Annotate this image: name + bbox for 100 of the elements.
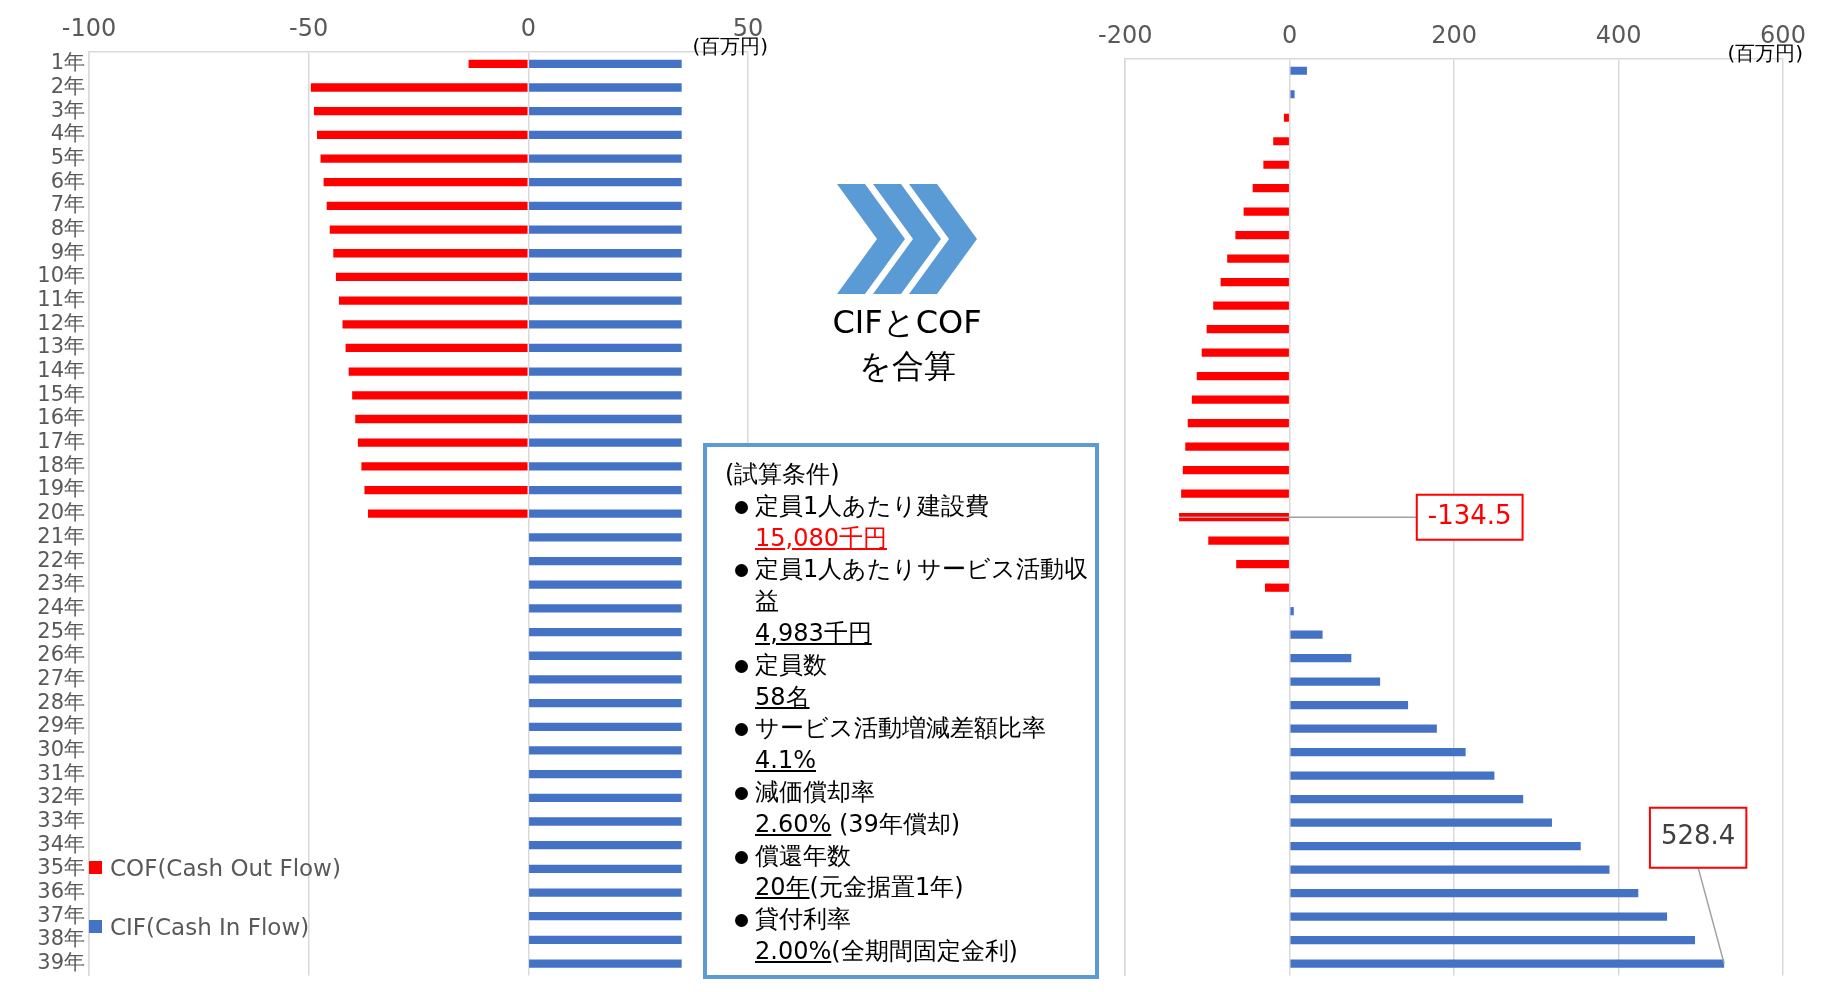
y-tick-label: 32年	[37, 784, 85, 809]
bar	[1227, 254, 1289, 263]
text: 償還年数	[755, 840, 852, 872]
y-tick-label: 22年	[37, 547, 85, 572]
x-tick-label: -50	[289, 13, 329, 42]
bar	[1290, 842, 1581, 851]
bar	[1181, 489, 1289, 498]
y-tick-label: 25年	[37, 618, 85, 643]
y-tick-label: 34年	[37, 831, 85, 856]
bar	[1273, 137, 1289, 146]
bar	[1263, 160, 1289, 169]
bar	[1290, 654, 1352, 663]
text: 定員1人あたりサービス活動収益	[755, 554, 1090, 618]
y-tick-label: 31年	[37, 760, 85, 785]
y-tick-label: 38年	[37, 926, 85, 951]
text: サービス活動増減差額比率	[755, 713, 1047, 745]
bar	[1182, 466, 1289, 475]
bar	[1201, 348, 1289, 357]
y-tick-label: 16年	[37, 405, 85, 430]
legend-label: COF(Cash Out Flow)	[110, 854, 341, 881]
bar	[1191, 395, 1289, 404]
y-tick-label: 3年	[50, 97, 85, 122]
bar	[1187, 419, 1289, 428]
bar	[1290, 630, 1323, 639]
y-tick-label: 11年	[37, 287, 85, 312]
text: 定員1人あたり建設費	[755, 490, 991, 522]
bar	[1236, 560, 1289, 569]
y-tick-label: 26年	[37, 642, 85, 667]
text: (試算条件)	[725, 459, 841, 490]
text: 58名	[755, 682, 810, 711]
bar	[1208, 536, 1289, 545]
bar	[1290, 912, 1668, 921]
y-tick-label: 1年	[50, 50, 85, 75]
bar	[1243, 207, 1289, 216]
bar	[1213, 301, 1289, 310]
bar	[1185, 442, 1289, 451]
y-tick-label: 6年	[50, 168, 85, 193]
text: 2.00%(全期間固定金利)	[755, 936, 1018, 965]
bar	[1220, 278, 1289, 287]
x-tick-label: 0	[1282, 20, 1298, 49]
y-tick-label: 23年	[37, 571, 85, 596]
legend-label: CIF(Cash In Flow)	[110, 913, 310, 940]
bar	[1265, 583, 1289, 592]
bar	[1283, 113, 1289, 122]
bar	[1235, 231, 1289, 240]
y-tick-label: 39年	[37, 950, 85, 975]
bar	[1196, 372, 1289, 381]
y-tick-label: 29年	[37, 713, 85, 738]
bar	[1290, 607, 1294, 616]
y-tick-label: 18年	[37, 452, 85, 477]
y-tick-label: 27年	[37, 665, 85, 690]
y-tick-label: 35年	[37, 855, 85, 880]
bar	[1290, 90, 1295, 99]
y-tick-label: 33年	[37, 807, 85, 832]
y-tick-label: 4年	[50, 121, 85, 146]
text: 4,983千円	[755, 618, 872, 647]
bar	[1290, 724, 1437, 733]
bar	[1290, 66, 1307, 75]
text: 減価償却率	[755, 776, 876, 808]
x-tick-label: 200	[1431, 20, 1478, 49]
y-tick-label: 5年	[50, 145, 85, 169]
y-tick-label: 15年	[37, 381, 85, 406]
bar	[1290, 701, 1409, 710]
y-tick-label: 9年	[50, 239, 85, 264]
y-tick-label: 19年	[37, 476, 85, 501]
bar	[1206, 325, 1289, 334]
text: 定員数	[755, 649, 828, 681]
bar	[1290, 936, 1696, 945]
y-tick-label: 17年	[37, 429, 85, 454]
data-label: 528.4	[1660, 820, 1736, 851]
x-tick-label: 400	[1595, 20, 1642, 49]
data-label: -134.5	[1427, 499, 1512, 530]
y-tick-label: 13年	[37, 334, 85, 359]
text: 2.60% (39年償却)	[755, 809, 961, 838]
y-tick-label: 2年	[50, 73, 85, 98]
bar	[1290, 677, 1381, 686]
bar	[1290, 795, 1524, 804]
text: 20年(元金据置1年)	[755, 873, 964, 902]
y-tick-label: 8年	[50, 216, 85, 241]
text: CIFとCOF を合算	[831, 302, 983, 387]
bar	[1290, 748, 1466, 757]
bar	[1290, 771, 1495, 780]
bar	[1290, 889, 1639, 898]
y-tick-label: 20年	[37, 500, 85, 525]
bar	[1252, 184, 1289, 193]
x-tick-label: -200	[1098, 20, 1153, 49]
y-tick-label: 24年	[37, 594, 85, 619]
x-tick-label: -100	[61, 13, 117, 42]
bar	[1290, 865, 1610, 874]
y-tick-label: 12年	[37, 310, 85, 335]
text: 15,080千円	[755, 523, 887, 552]
y-tick-label: 10年	[37, 263, 85, 288]
y-tick-label: 21年	[37, 523, 85, 548]
y-tick-label: 36年	[37, 878, 85, 903]
y-tick-label: 37年	[37, 902, 85, 927]
y-tick-label: 14年	[37, 358, 85, 383]
y-tick-label: 28年	[37, 689, 85, 714]
bar	[1290, 818, 1552, 827]
y-tick-label: 30年	[37, 736, 85, 761]
x-tick-label: 0	[520, 13, 536, 42]
